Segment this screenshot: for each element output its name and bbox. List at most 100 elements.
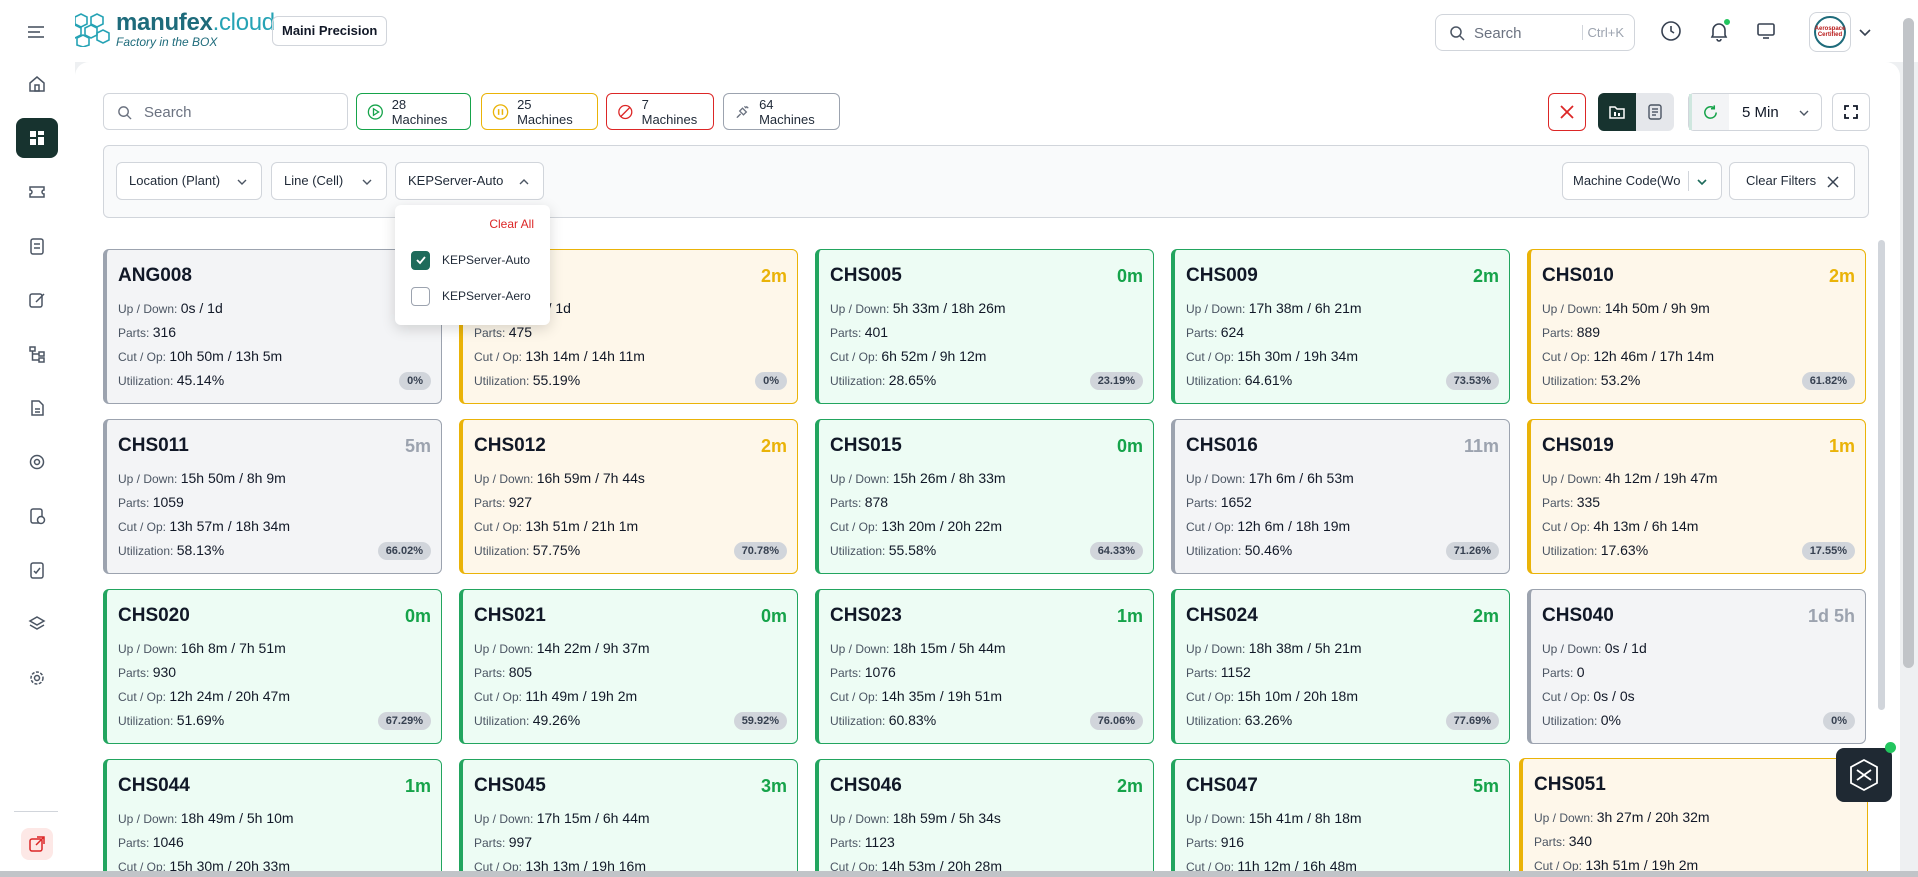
sidebar-item-checklist[interactable] [16, 550, 58, 590]
machine-card[interactable]: CHS023 1m Up / Down: 18h 15m / 5h 44m Parts… [815, 589, 1154, 744]
list-view-button[interactable] [1636, 93, 1674, 131]
display-button[interactable] [1753, 18, 1779, 44]
chevron-down-icon [1799, 110, 1809, 116]
machine-card[interactable]: CHS0513Up / Down: 3h 27m / 20h 32mParts:… [1519, 758, 1868, 877]
updown-value: 15h 26m / 8h 33m [892, 470, 1006, 486]
sidebar-item-hierarchy[interactable] [16, 334, 58, 374]
oee-badge: 61.82% [1801, 372, 1855, 390]
status-duration: 0m [404, 606, 431, 626]
idle-machines-filter[interactable]: 25 Machines [481, 93, 598, 130]
close-icon [1560, 105, 1574, 119]
cutop-row: Cut / Op: 13h 13m / 19h 16m [474, 858, 646, 874]
monitor-icon [1757, 23, 1775, 39]
updown-row: Up / Down: 14h 50m / 9h 9m [1542, 300, 1710, 316]
sidebar-item-schedule[interactable] [16, 496, 58, 536]
horizontal-scrollbar[interactable] [0, 871, 1918, 877]
grid-view-button[interactable] [1598, 93, 1636, 131]
machine-card[interactable]: CHS045 3m Up / Down: 17h 15m / 6h 44m Parts… [459, 759, 798, 877]
kepserver-dropdown-label: KEPServer-Auto [408, 173, 504, 188]
machine-card[interactable]: CHS005 0m Up / Down: 5h 33m / 18h 26m Parts… [815, 249, 1154, 404]
running-machines-filter[interactable]: 28 Machines [356, 93, 471, 130]
assistant-button[interactable] [1836, 748, 1892, 802]
updown-label: Up / Down: [118, 812, 181, 826]
clear-all-link[interactable]: Clear All [489, 217, 534, 231]
menu-icon[interactable] [24, 20, 48, 44]
machine-card[interactable]: CHS024 2m Up / Down: 18h 38m / 5h 21m Parts… [1171, 589, 1510, 744]
machine-name: CHS005 [830, 265, 902, 286]
sidebar-item-settings[interactable] [16, 658, 58, 698]
oee-badge: 59.92% [733, 712, 787, 730]
line-dropdown[interactable]: Line (Cell) [271, 162, 387, 200]
machine-card[interactable]: ANG008 Up / Down: 0s / 1d Parts: 316 Cut / … [103, 249, 442, 404]
utilization-value: 64.61% [1244, 372, 1293, 388]
checkbox-checked[interactable] [411, 250, 430, 270]
sidebar-item-layers[interactable] [16, 604, 58, 644]
utilization-label: Utilization: [1542, 544, 1601, 558]
sidebar-item-cycle[interactable] [16, 442, 58, 482]
machine-name: CHS021 [474, 605, 546, 626]
search-icon [118, 106, 132, 120]
close-filters-button[interactable] [1548, 93, 1586, 131]
machine-code-dropdown[interactable]: Machine Code(Wo [1562, 162, 1722, 200]
machine-card[interactable]: CHS040 1d 5h Up / Down: 0s / 1d Parts: 0 Cut… [1527, 589, 1866, 744]
option-label: KEPServer-Aero [442, 289, 531, 303]
location-dropdown[interactable]: Location (Plant) [116, 162, 262, 200]
machine-card[interactable]: CHS019 1m Up / Down: 4h 12m / 19h 47m Parts… [1527, 419, 1866, 574]
parts-label: Parts: [118, 666, 153, 680]
folder-icon [1609, 106, 1625, 119]
parts-label: Parts: [1186, 496, 1221, 510]
sidebar-item-edit[interactable] [16, 280, 58, 320]
parts-label: Parts: [1186, 836, 1221, 850]
dashboard-icon [30, 131, 44, 145]
sidebar-item-dashboard[interactable] [16, 118, 58, 158]
utilization-value: 50.46% [1244, 542, 1293, 558]
checkbox-unchecked[interactable] [411, 286, 430, 306]
utilization-label: Utilization: [1186, 374, 1245, 388]
fullscreen-button[interactable] [1832, 93, 1870, 131]
utilization-value: 49.26% [532, 712, 581, 728]
machine-card[interactable]: CHS009 2m Up / Down: 17h 38m / 6h 21m Parts… [1171, 249, 1510, 404]
kepserver-dropdown[interactable]: KEPServer-Auto [395, 162, 544, 200]
page-scrollbar[interactable] [1903, 18, 1914, 668]
utilization-value: 0% [1600, 712, 1621, 728]
machine-card[interactable]: CHS046 2m Up / Down: 18h 59m / 5h 34s Parts… [815, 759, 1154, 877]
chevron-down-icon[interactable] [1857, 24, 1873, 40]
updown-label: Up / Down: [1542, 472, 1605, 486]
user-menu-button[interactable]: Aerospace Certified [1809, 12, 1851, 52]
machine-card[interactable]: CHS012 2m Up / Down: 16h 59m / 7h 44s Parts… [459, 419, 798, 574]
history-button[interactable] [1658, 18, 1684, 44]
refresh-interval-selector[interactable]: 5 Min [1688, 93, 1822, 131]
global-search-input[interactable]: Search Ctrl+K [1435, 14, 1635, 51]
machine-card[interactable]: CHS015 0m Up / Down: 15h 26m / 8h 33m Parts… [815, 419, 1154, 574]
machine-card[interactable]: CHS047 5m Up / Down: 15h 41m / 8h 18m Parts… [1171, 759, 1510, 877]
clear-filters-label: Clear Filters [1746, 173, 1817, 188]
kepserver-option-aero[interactable]: KEPServer-Aero [411, 285, 531, 307]
machine-card[interactable]: CHS021 0m Up / Down: 14h 22m / 9h 37m Parts… [459, 589, 798, 744]
down-machines-filter[interactable]: 7 Machines [606, 93, 714, 130]
clear-filters-button[interactable]: Clear Filters [1729, 162, 1855, 200]
parts-row: Parts: 1652 [1186, 494, 1252, 510]
oee-badge: 23.19% [1089, 372, 1143, 390]
cutop-row: Cut / Op: 11h 49m / 19h 2m [474, 688, 637, 704]
all-machines-filter[interactable]: 64 Machines [723, 93, 840, 130]
kepserver-option-auto[interactable]: KEPServer-Auto [411, 249, 530, 271]
sidebar-item-tasks[interactable] [16, 226, 58, 266]
machine-card[interactable]: CHS044 1m Up / Down: 18h 49m / 5h 10m Parts… [103, 759, 442, 877]
machine-card[interactable]: CHS020 0m Up / Down: 16h 8m / 7h 51m Parts:… [103, 589, 442, 744]
grid-scrollbar[interactable] [1878, 240, 1885, 710]
cutop-label: Cut / Op: [474, 860, 526, 874]
machine-card[interactable]: CHS016 11m Up / Down: 17h 6m / 6h 53m Parts… [1171, 419, 1510, 574]
sidebar-item-tickets[interactable] [16, 172, 58, 212]
notifications-button[interactable] [1706, 18, 1732, 44]
cutop-row: Cut / Op: 13h 14m / 14h 11m [474, 348, 645, 364]
cutop-value: 10h 50m / 13h 5m [169, 348, 283, 364]
sidebar-item-reports[interactable] [16, 388, 58, 428]
sidebar-item-external[interactable] [21, 828, 53, 860]
option-label: KEPServer-Auto [442, 253, 531, 267]
machine-card[interactable]: CHS010 2m Up / Down: 14h 50m / 9h 9m Parts:… [1527, 249, 1866, 404]
machine-card[interactable]: CHS011 5m Up / Down: 15h 50m / 8h 9m Parts:… [103, 419, 442, 574]
refresh-button[interactable] [1689, 94, 1729, 130]
company-selector[interactable]: Maini Precision [272, 16, 388, 46]
machine-search-input[interactable]: Search [103, 93, 348, 130]
sidebar-item-home[interactable] [16, 64, 58, 104]
